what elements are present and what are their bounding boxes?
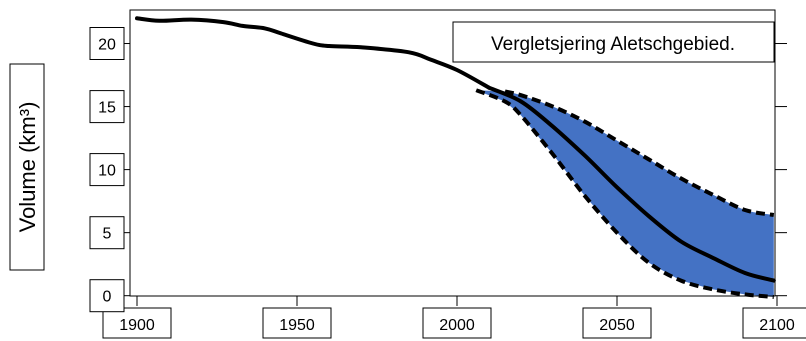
chart-title: Vergletsjering Aletschgebied.	[491, 34, 735, 55]
x-tick-label-box: 2050	[582, 307, 652, 339]
x-tick-label: 1950	[279, 317, 315, 334]
series-line-projection-lower	[475, 88, 775, 299]
axis-ticks-layer: 1900 1950 2000 2050 2100 0 5 10 15 20	[89, 27, 806, 339]
y-tick-label-box: 20	[89, 27, 125, 60]
plot-area-frame	[129, 9, 776, 297]
x-tick-label: 2050	[599, 317, 635, 334]
y-tick-label-box: 15	[89, 90, 125, 124]
title-box: Vergletsjering Aletschgebied.	[452, 21, 775, 63]
series-line-projection-central	[487, 85, 776, 283]
series-lines-layer	[135, 16, 776, 299]
x-tick-label: 2000	[439, 317, 475, 334]
y-tick-label-box: 5	[89, 216, 125, 250]
x-tick-label: 2100	[759, 317, 795, 334]
x-tick-label: 1900	[119, 317, 155, 334]
x-tick-label-box: 2000	[422, 307, 492, 339]
series-line-observed	[135, 16, 491, 90]
y-tick-label-box: 10	[89, 153, 125, 187]
x-tick-label-box: 2100	[742, 307, 806, 339]
series-line-projection-upper	[504, 89, 775, 217]
x-tick-label-box: 1900	[102, 307, 172, 339]
y-tick-label: 10	[98, 163, 116, 180]
y-axis-label: Volume (km³)	[15, 102, 40, 233]
y-tick-label-box: 0	[89, 279, 125, 313]
y-tick-label: 5	[103, 226, 112, 243]
y-tick-label: 20	[98, 37, 116, 54]
y-tick-label: 15	[98, 100, 116, 117]
x-tick-label-box: 1950	[262, 307, 332, 339]
y-axis-label-box: Volume (km³)	[9, 63, 45, 271]
y-tick-label: 0	[103, 289, 112, 306]
